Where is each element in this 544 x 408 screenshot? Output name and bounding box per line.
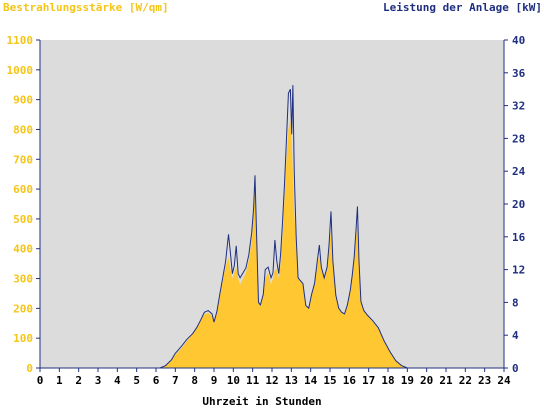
irradiance-area xyxy=(40,120,504,368)
right-tick-label: 40 xyxy=(512,34,525,47)
x-tick-label: 11 xyxy=(246,374,260,387)
left-tick-label: 300 xyxy=(13,273,33,286)
x-tick-label: 2 xyxy=(75,374,82,387)
x-tick-label: 20 xyxy=(420,374,433,387)
x-tick-label: 23 xyxy=(478,374,491,387)
x-tick-label: 13 xyxy=(285,374,298,387)
x-tick-label: 3 xyxy=(95,374,102,387)
tick-labels-layer: 0100200300400500600700800900100011000481… xyxy=(7,34,526,387)
x-tick-label: 10 xyxy=(227,374,240,387)
axes-layer xyxy=(36,39,508,372)
x-tick-label: 19 xyxy=(401,374,414,387)
left-tick-label: 100 xyxy=(13,332,33,345)
right-tick-label: 32 xyxy=(512,100,525,113)
power-line-layer xyxy=(40,85,504,369)
x-axis-title: Uhrzeit in Stunden xyxy=(202,395,321,408)
right-tick-label: 24 xyxy=(512,165,526,178)
x-tick-label: 9 xyxy=(211,374,218,387)
right-axis-title: Leistung der Anlage [kW] xyxy=(383,1,542,14)
x-tick-label: 0 xyxy=(37,374,44,387)
left-tick-label: 600 xyxy=(13,183,33,196)
left-tick-label: 900 xyxy=(13,94,33,107)
x-tick-label: 21 xyxy=(439,374,453,387)
x-tick-label: 1 xyxy=(56,374,63,387)
right-tick-label: 28 xyxy=(512,132,525,145)
x-tick-label: 4 xyxy=(114,374,121,387)
x-tick-label: 18 xyxy=(381,374,394,387)
right-tick-label: 0 xyxy=(512,362,519,375)
x-tick-label: 12 xyxy=(265,374,278,387)
left-tick-label: 500 xyxy=(13,213,33,226)
x-tick-label: 24 xyxy=(497,374,511,387)
left-tick-label: 400 xyxy=(13,243,33,256)
left-tick-label: 700 xyxy=(13,153,33,166)
left-axis-title: Bestrahlungsstärke [W/qm] xyxy=(3,1,169,14)
x-tick-label: 22 xyxy=(459,374,472,387)
x-tick-label: 14 xyxy=(304,374,318,387)
right-tick-label: 20 xyxy=(512,198,525,211)
left-tick-label: 1000 xyxy=(7,64,34,77)
x-tick-label: 8 xyxy=(191,374,198,387)
right-tick-label: 36 xyxy=(512,67,526,80)
x-tick-label: 5 xyxy=(133,374,140,387)
x-tick-label: 16 xyxy=(343,374,357,387)
right-tick-label: 16 xyxy=(512,231,526,244)
right-tick-label: 4 xyxy=(512,329,519,342)
x-tick-label: 7 xyxy=(172,374,179,387)
power-line xyxy=(40,85,504,369)
left-tick-label: 200 xyxy=(13,302,33,315)
x-tick-label: 6 xyxy=(153,374,160,387)
right-tick-label: 8 xyxy=(512,296,519,309)
x-tick-label: 17 xyxy=(362,374,375,387)
right-tick-label: 12 xyxy=(512,264,525,277)
left-tick-label: 800 xyxy=(13,123,33,136)
left-tick-label: 0 xyxy=(26,362,33,375)
left-tick-label: 1100 xyxy=(7,34,34,47)
x-tick-label: 15 xyxy=(323,374,336,387)
irradiance-area-layer xyxy=(40,120,504,368)
